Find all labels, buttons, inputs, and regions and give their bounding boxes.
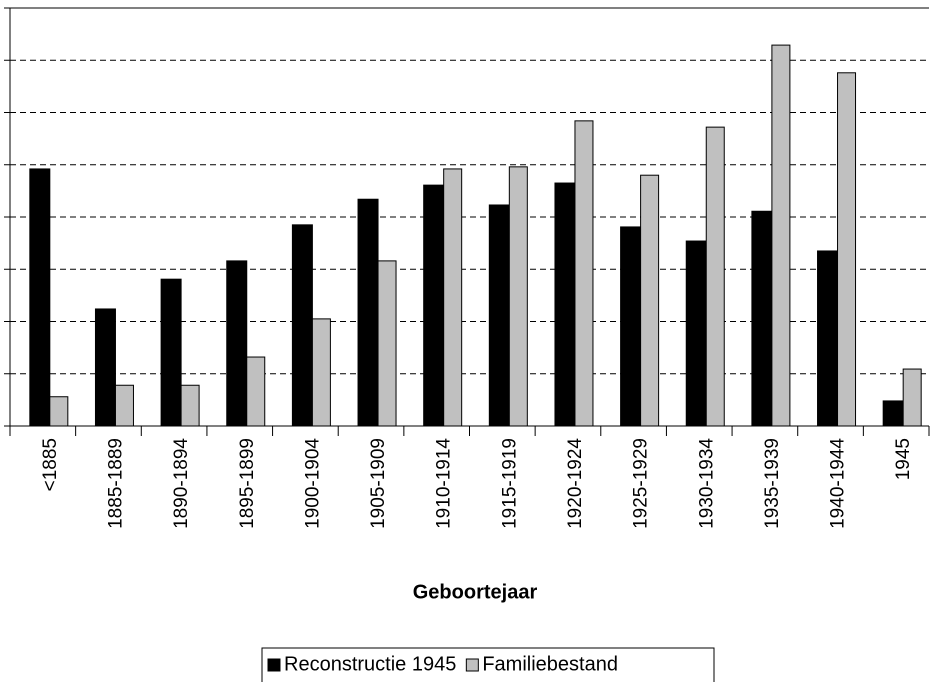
bar — [49, 396, 69, 427]
x-tick-label: 1910-1914 — [434, 438, 455, 529]
bar — [488, 204, 510, 427]
bar — [508, 166, 528, 427]
legend-swatch — [267, 658, 281, 672]
x-tick-label: 1940-1944 — [828, 438, 849, 529]
x-tick-label: 1885-1889 — [105, 438, 126, 529]
bar — [443, 168, 463, 427]
bar — [291, 224, 313, 427]
legend-box — [261, 647, 715, 682]
x-tick-label: 1915-1919 — [499, 438, 520, 529]
bar — [180, 384, 200, 427]
bar — [554, 182, 576, 427]
x-tick-label: 1945 — [893, 438, 914, 480]
bar — [817, 250, 839, 427]
x-axis-title: Geboortejaar — [413, 581, 538, 603]
x-tick-label: 1925-1929 — [631, 438, 652, 529]
x-tick-label: 1920-1924 — [565, 438, 586, 529]
legend-swatch — [465, 658, 479, 672]
bar — [705, 126, 725, 427]
bar — [882, 400, 904, 427]
bar — [94, 308, 116, 427]
bar — [771, 44, 791, 427]
bar — [751, 210, 773, 427]
bar — [246, 356, 266, 427]
x-tick-label: 1900-1904 — [302, 438, 323, 529]
legend-label: Reconstructie 1945 — [284, 653, 456, 675]
bar — [640, 174, 660, 427]
bar — [685, 240, 707, 427]
x-tick-label: 1905-1909 — [368, 438, 389, 529]
x-tick-label: 1935-1939 — [762, 438, 783, 529]
x-tick-label: 1930-1934 — [696, 438, 717, 529]
bar — [837, 72, 857, 427]
bar — [311, 318, 331, 427]
bar — [226, 260, 248, 427]
bar — [160, 278, 182, 427]
bar — [114, 384, 134, 427]
legend-label: Familiebestand — [482, 653, 618, 675]
bar — [902, 368, 922, 427]
bar — [423, 184, 445, 427]
x-tick-label: 1895-1899 — [237, 438, 258, 529]
bar — [29, 168, 51, 427]
bar — [620, 226, 642, 427]
bar — [574, 120, 594, 427]
bar — [377, 260, 397, 427]
bar — [357, 198, 379, 427]
x-tick-label: 1890-1894 — [171, 438, 192, 529]
x-tick-label: <1885 — [40, 438, 61, 491]
